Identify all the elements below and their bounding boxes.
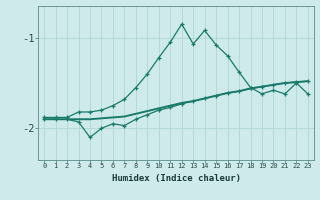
X-axis label: Humidex (Indice chaleur): Humidex (Indice chaleur) <box>111 174 241 183</box>
